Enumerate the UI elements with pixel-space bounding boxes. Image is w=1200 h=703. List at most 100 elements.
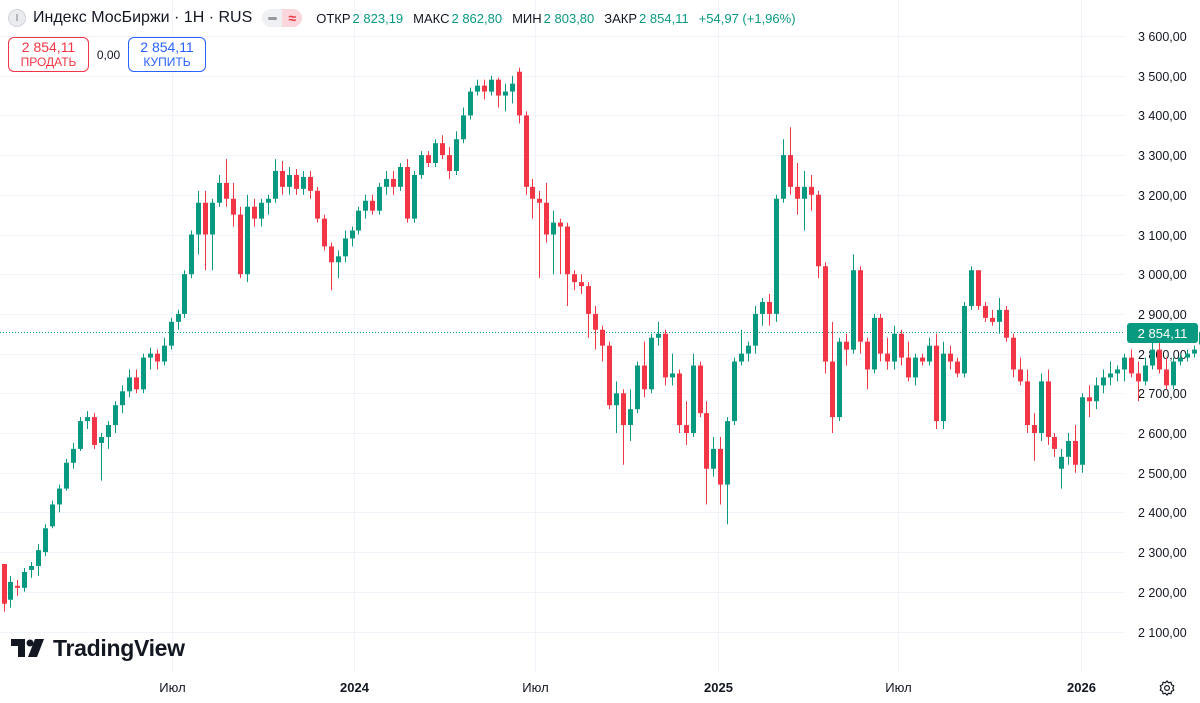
candle-body [1032,425,1037,433]
candle-body [955,361,960,374]
candle-body [64,462,69,489]
high-label: МАКС [413,10,450,26]
candle-body [120,391,125,406]
symbol-title[interactable]: Индекс МосБиржи · 1Н · RUS [33,9,253,26]
minus-icon[interactable] [262,9,282,27]
tradingview-logo[interactable]: TradingView [11,634,185,662]
settings-button[interactable] [1157,678,1177,698]
y-tick-label: 2 600,00 [1138,427,1187,441]
candle-body [322,218,327,247]
candle-body [1087,397,1092,402]
buy-button[interactable]: 2 854,11 КУПИТЬ [128,37,206,72]
candle-body [990,317,995,322]
candle-body [962,305,967,374]
last-price-tag: 2 854,11 [1127,323,1198,343]
candle-body [405,167,410,219]
close-label: ЗАКР [604,10,638,26]
candle-body [433,143,438,164]
candle-body [872,317,877,370]
candle-body [252,206,257,219]
candle-body [865,341,870,370]
candle-body [15,585,20,588]
candle-body [127,377,132,392]
candle-body [1150,349,1155,366]
symbol-icon[interactable]: I [8,9,26,27]
candle-body [544,202,549,235]
candle-body [1164,369,1169,386]
y-tick-label: 2 100,00 [1138,626,1187,640]
candle-body [1129,357,1134,374]
candle-body [148,353,153,358]
candle-body [718,448,723,485]
candle-body [809,186,814,195]
candle-body [649,337,654,390]
candle-body [489,79,494,92]
candle-body [830,361,835,418]
candle-body [50,504,55,527]
sell-button[interactable]: 2 854,11 ПРОДАТЬ [8,37,89,72]
candle-body [837,341,842,418]
candle-body [329,246,334,263]
logo-text: TradingView [53,634,185,661]
candle-body [36,550,41,566]
candle-body [795,186,800,199]
candle-body [844,341,849,350]
candle-body [189,234,194,275]
candle-body [746,345,751,354]
y-tick-label: 3 600,00 [1138,30,1187,44]
candle-body [155,353,160,362]
change-value: +54,97 (+1,96%) [698,10,796,26]
y-tick-label: 2 700,00 [1138,387,1187,401]
sell-price: 2 854,11 [21,38,76,55]
candle-body [621,393,626,426]
buy-price: 2 854,11 [140,38,194,55]
candle-body [1122,357,1127,370]
spread-value: 0,00 [96,47,121,62]
candle-body [725,421,730,485]
candle-body [614,393,619,406]
indicator-pill[interactable]: ≈ [262,9,303,27]
candle-body [558,222,563,227]
candle-body [1066,440,1071,457]
candle-body [475,85,480,92]
y-tick-label: 3 100,00 [1138,229,1187,243]
candle-body [440,143,445,156]
candle-body [663,333,668,378]
candle-body [377,186,382,211]
candle-body [934,345,939,422]
candle-body [628,409,633,426]
candle-body [363,200,368,211]
candle-body [210,202,215,235]
candle-body [906,357,911,378]
candle-body [169,321,174,346]
candle-body [997,309,1002,322]
candle-body [43,528,48,553]
candle-body [565,226,570,275]
candle-body [356,210,361,231]
candle-body [927,345,932,362]
candle-body [1080,397,1085,465]
candle-body [113,405,118,426]
candle-body [1192,349,1197,354]
open-label: ОТКР [316,10,351,26]
legend-header: I Индекс МосБиржи · 1Н · RUS ≈ ОТКР 2 82… [8,6,802,30]
candle-body [1004,309,1009,338]
candle-body [71,448,76,463]
candle-body [767,301,772,314]
x-tick-label: 2024 [340,680,370,695]
y-tick-label: 2 300,00 [1138,546,1187,560]
candle-body [1108,373,1113,378]
candle-body [1094,385,1099,402]
candle-body [753,313,758,346]
candle-body [294,174,299,189]
candle-body [461,115,466,140]
candle-body [29,565,34,570]
candle-body [774,198,779,314]
wave-icon[interactable]: ≈ [282,9,303,27]
candle-body [851,270,856,350]
gear-icon [1159,680,1175,696]
candle-body [1143,365,1148,382]
candle-body [1178,357,1183,362]
candle-body [899,333,904,358]
